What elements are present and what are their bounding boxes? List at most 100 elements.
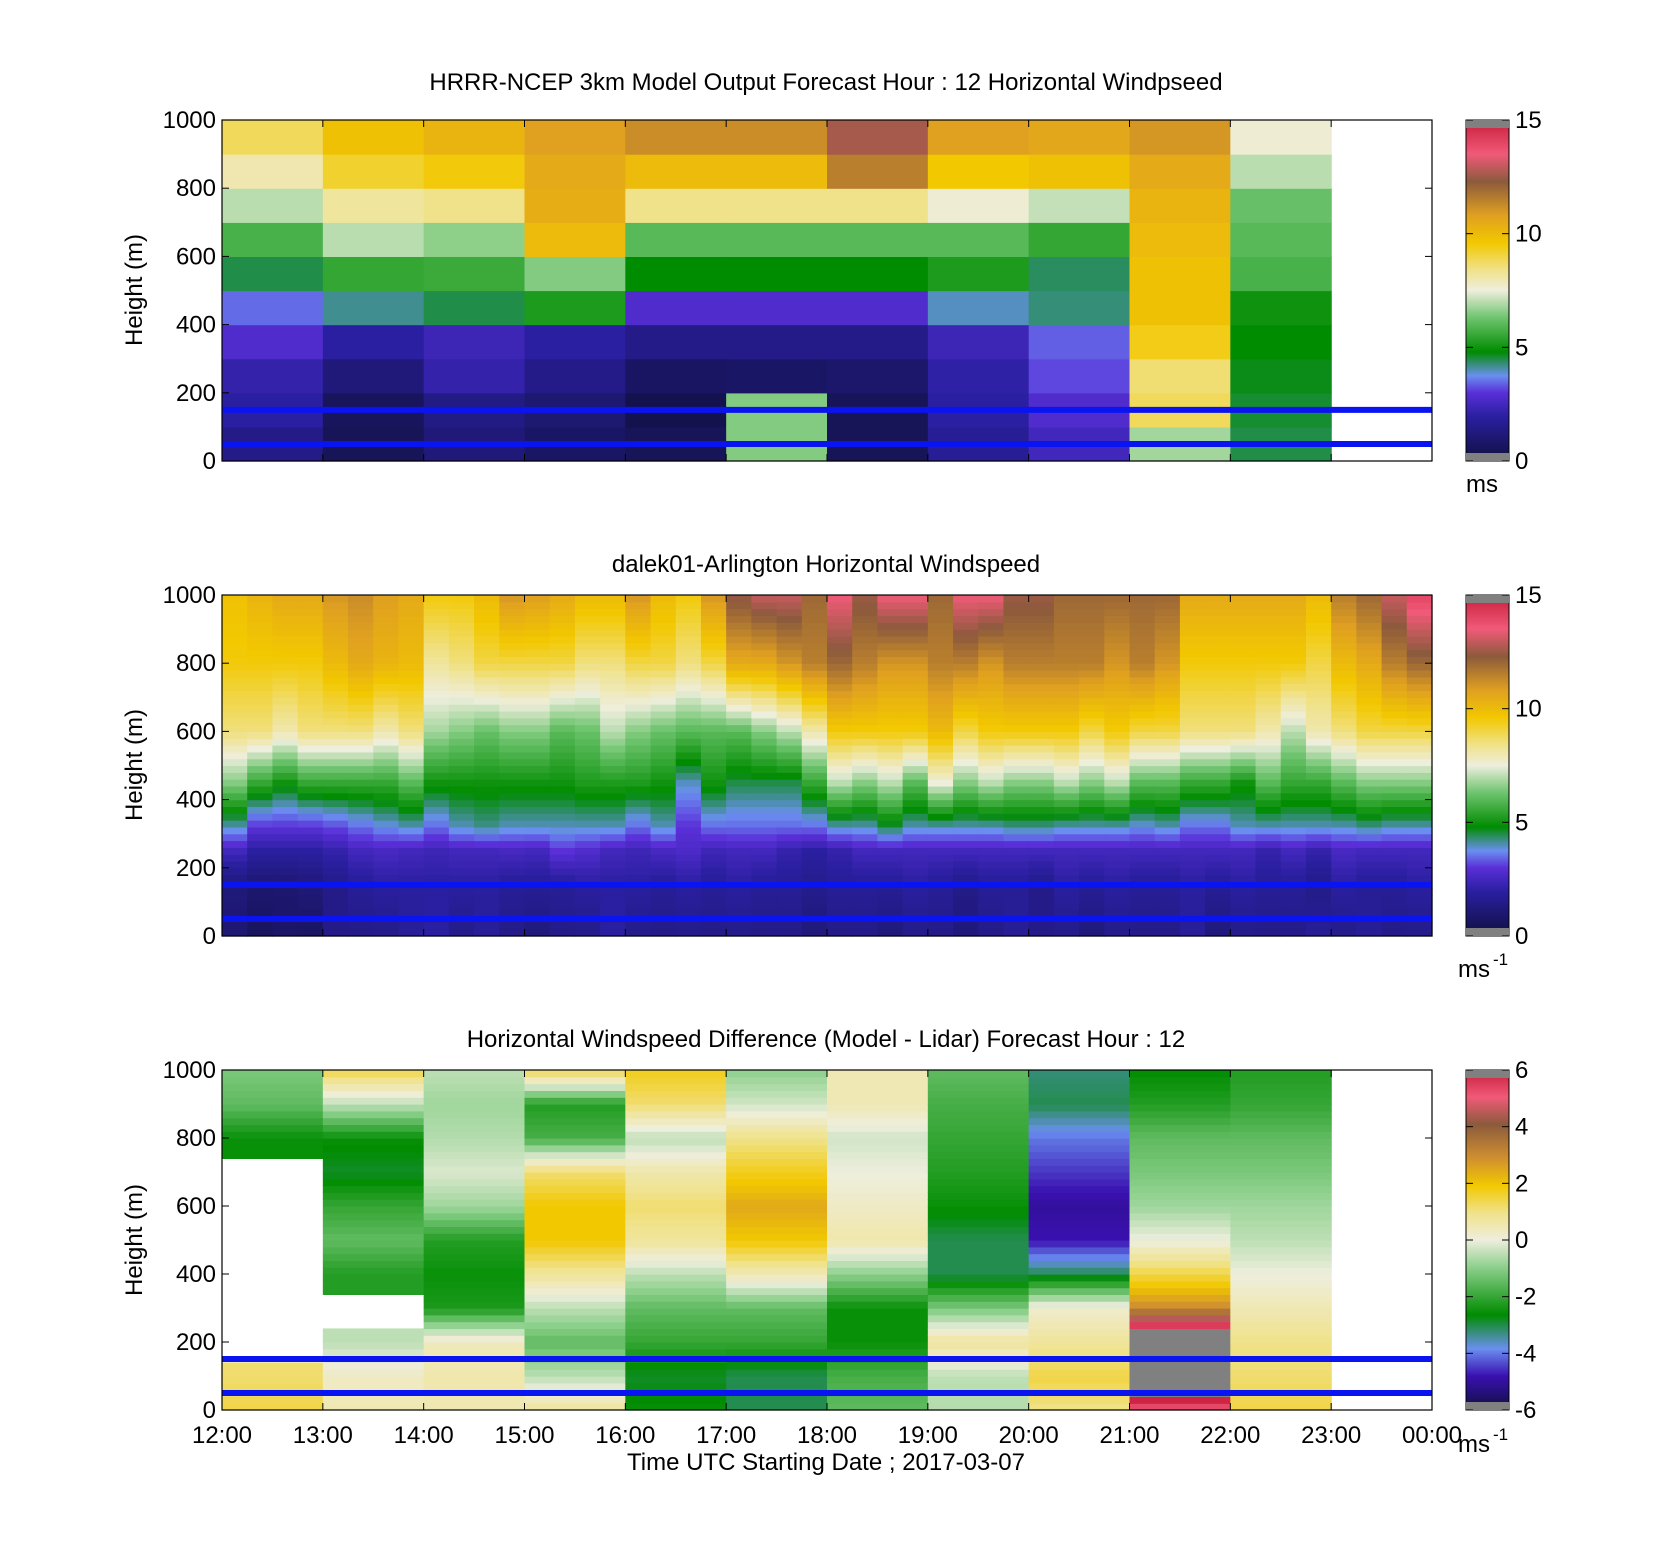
heatmap-cell [1129, 1348, 1231, 1357]
heatmap-cell [297, 751, 324, 760]
heatmap-cell [1331, 629, 1357, 637]
heatmap-cell [348, 833, 374, 842]
heatmap-cell [1205, 888, 1231, 896]
heatmap-cell [1280, 690, 1307, 698]
heatmap-cell [549, 670, 576, 678]
heatmap-cell [1179, 854, 1206, 862]
heatmap-cell [1129, 1253, 1231, 1261]
heatmap-cell [1129, 1165, 1231, 1173]
heatmap-cell [726, 1253, 828, 1261]
heatmap-cell [700, 867, 727, 876]
heatmap-cell [827, 758, 853, 767]
heatmap-cell [625, 1240, 727, 1248]
heatmap-cell [448, 847, 475, 855]
heatmap-cell [726, 1138, 828, 1146]
heatmap-cell [927, 1124, 1030, 1132]
heatmap-cell [574, 656, 601, 664]
heatmap-cell [1280, 608, 1307, 617]
heatmap-cell [1406, 847, 1433, 855]
heatmap-cell [1028, 854, 1055, 862]
heatmap-cell [499, 806, 526, 814]
heatmap-cell [272, 629, 299, 637]
heatmap-cell [499, 615, 526, 623]
heatmap-cell [625, 649, 652, 657]
heatmap-cell [1028, 690, 1055, 698]
heatmap-cell [1230, 358, 1332, 394]
heatmap-cell [1028, 697, 1055, 705]
heatmap-cell [927, 622, 954, 630]
heatmap-cell [1028, 826, 1055, 835]
heatmap-cell [1280, 751, 1307, 760]
heatmap-cell [222, 765, 248, 773]
heatmap-cell [1003, 622, 1030, 630]
heatmap-cell [574, 929, 601, 937]
heatmap-cell [1003, 813, 1030, 821]
heatmap-cell [1053, 683, 1080, 692]
heatmap-cell [650, 656, 677, 664]
heatmap-cell [751, 724, 778, 732]
heatmap-cell [549, 826, 576, 835]
heatmap-cell [499, 601, 526, 610]
heatmap-cell [474, 649, 500, 657]
heatmap-cell [927, 833, 954, 842]
heatmap-cell [348, 676, 374, 685]
heatmap-cell [423, 1206, 526, 1214]
heatmap-cell [1028, 1219, 1131, 1227]
heatmap-cell [524, 874, 551, 883]
heatmap-cell [1331, 779, 1357, 787]
heatmap-cell [423, 601, 450, 610]
heatmap-cell [448, 833, 475, 842]
heatmap-cell [927, 1287, 1030, 1295]
heatmap-cell [726, 1206, 828, 1214]
heatmap-cell [1406, 772, 1433, 780]
heatmap-cell [448, 690, 475, 698]
heatmap-cell [1028, 929, 1055, 937]
heatmap-cell [1381, 601, 1408, 610]
heatmap-cell [650, 758, 677, 767]
heatmap-cell [524, 1267, 626, 1275]
heatmap-cell [423, 1104, 526, 1112]
heatmap-cell [902, 895, 929, 903]
heatmap-cell [927, 751, 954, 760]
heatmap-cell [423, 1301, 526, 1309]
heatmap-cell [877, 629, 904, 637]
heatmap-cell [927, 1185, 1030, 1193]
heatmap-cell [751, 908, 778, 917]
heatmap-cell [625, 635, 652, 644]
panel-difference-heatmap [222, 1070, 1332, 1411]
heatmap-cell [1028, 731, 1055, 739]
heatmap-cell [726, 1362, 828, 1370]
heatmap-cell [801, 724, 828, 732]
heatmap-cell [398, 635, 425, 644]
heatmap-cell [877, 792, 904, 801]
heatmap-cell [524, 1396, 626, 1404]
heatmap-cell [574, 670, 601, 678]
heatmap-cell [423, 833, 450, 842]
heatmap-cell [448, 642, 475, 651]
heatmap-cell [902, 813, 929, 821]
heatmap-cell [448, 758, 475, 767]
heatmap-cell [524, 1294, 626, 1302]
heatmap-cell [953, 908, 979, 917]
heatmap-cell [1280, 642, 1307, 651]
heatmap-cell [1079, 635, 1105, 644]
heatmap-cell [1129, 1104, 1231, 1112]
heatmap-cell [1230, 697, 1257, 705]
heatmap-cell [1230, 154, 1332, 189]
y-tick-label: 400 [176, 1261, 216, 1288]
heatmap-cell [726, 690, 752, 698]
heatmap-cell [1104, 847, 1131, 855]
heatmap-cell [927, 1362, 1030, 1370]
heatmap-cell [1356, 806, 1383, 814]
heatmap-cell [978, 683, 1005, 692]
heatmap-cell [524, 697, 551, 705]
heatmap-cell [348, 751, 374, 760]
heatmap-cell [1129, 908, 1156, 917]
heatmap-cell [927, 1301, 1030, 1309]
heatmap-cell [297, 779, 324, 787]
heatmap-cell [322, 1131, 425, 1139]
heatmap-cell [549, 690, 576, 698]
heatmap-cell [1028, 1083, 1131, 1091]
heatmap-cell [1205, 820, 1231, 828]
heatmap-cell [1003, 826, 1030, 835]
